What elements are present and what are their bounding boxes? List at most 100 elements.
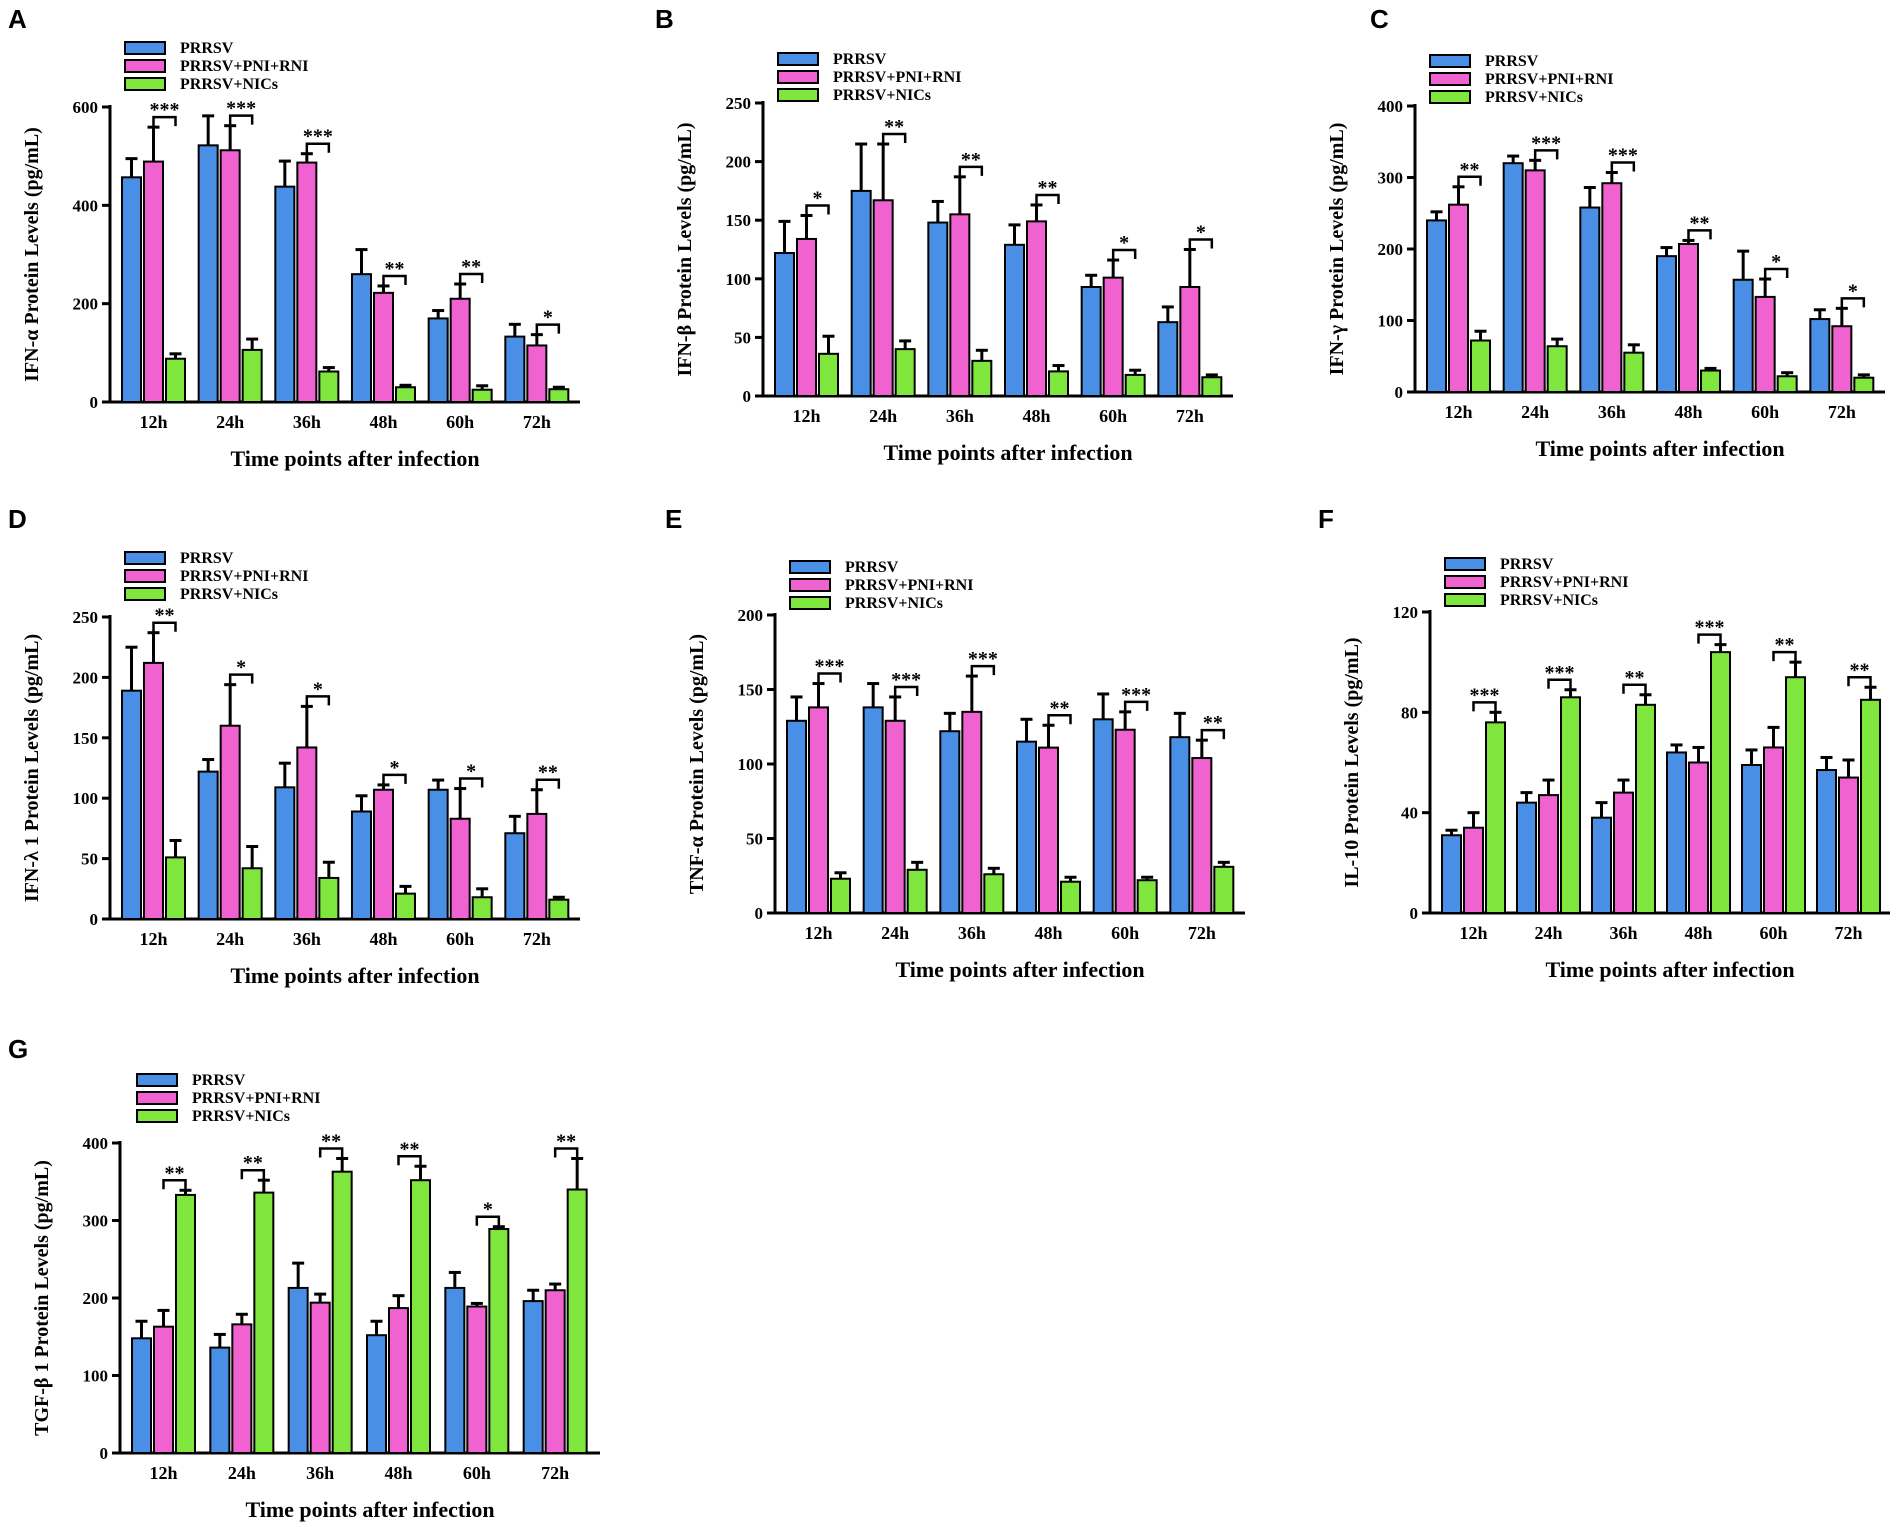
bar: [1470, 339, 1491, 393]
bar: [143, 661, 164, 920]
significance-label: **: [556, 1131, 576, 1153]
significance-label: **: [1690, 212, 1710, 234]
bar: [471, 896, 493, 920]
bar: [1026, 220, 1047, 397]
significance-bracket: [1123, 700, 1149, 711]
significance-bracket: [1457, 175, 1482, 186]
bar: [526, 812, 548, 920]
y-tick-label: 0: [1395, 383, 1404, 402]
significance-bracket: [553, 1147, 579, 1158]
significance-bracket: [458, 777, 484, 788]
legend-swatch: [777, 70, 819, 84]
significance-label: ***: [1531, 132, 1561, 154]
bar: [1591, 816, 1612, 915]
bar: [1635, 703, 1656, 915]
legend-swatch: [124, 77, 166, 91]
significance-bracket: [1763, 267, 1789, 279]
bar: [1136, 879, 1158, 914]
bar: [1448, 203, 1469, 393]
bar: [131, 1337, 152, 1455]
bar: [1754, 295, 1776, 393]
y-tick-label: 100: [83, 1367, 109, 1386]
bar: [1092, 718, 1114, 914]
x-tick-label: 60h: [1759, 923, 1787, 943]
bar: [1502, 162, 1524, 393]
legend-label: PRRSV+NICs: [845, 595, 943, 612]
bar: [796, 237, 817, 397]
x-tick-label: 36h: [958, 923, 986, 943]
legend-swatch: [1444, 575, 1486, 589]
bar: [287, 1286, 309, 1455]
y-tick-label: 100: [726, 270, 752, 289]
y-tick-label: 200: [1378, 240, 1404, 259]
bar: [197, 144, 219, 403]
significance-bracket: [382, 274, 407, 285]
bar: [1776, 375, 1798, 393]
y-tick-label: 400: [73, 196, 99, 215]
bar: [165, 357, 186, 404]
significance-bracket: [318, 1147, 344, 1158]
bar: [1700, 369, 1721, 393]
bar: [1463, 826, 1484, 915]
bar: [1666, 751, 1687, 915]
x-tick-label: 36h: [306, 1463, 334, 1483]
significance-label: *: [1848, 280, 1858, 302]
bar: [296, 746, 318, 920]
y-tick-label: 0: [90, 910, 99, 929]
significance-bracket: [1200, 728, 1226, 740]
legend-swatch: [1444, 557, 1486, 571]
bar: [774, 252, 795, 397]
bar: [1426, 219, 1447, 393]
significance-bracket: [1772, 650, 1797, 662]
legend-label: PRRSV+PNI+RNI: [180, 58, 308, 75]
bar: [175, 1193, 196, 1455]
y-axis-title: IL-10 Protein Levels (pg/mL): [1341, 637, 1363, 887]
bar: [504, 335, 526, 404]
y-axis-title: IFN-α Protein Levels (pg/mL): [21, 127, 43, 382]
significance-bracket: [1847, 676, 1872, 687]
bar: [1191, 757, 1213, 914]
x-tick-label: 60h: [1751, 402, 1779, 422]
bar: [862, 706, 884, 914]
legend-label: PRRSV+PNI+RNI: [833, 69, 961, 86]
bar: [1441, 834, 1462, 914]
significance-bracket: [893, 685, 919, 696]
y-axis-title: IFN-β Protein Levels (pg/mL): [674, 122, 696, 376]
bar: [427, 317, 449, 403]
legend-swatch: [136, 1073, 178, 1087]
y-tick-label: 250: [726, 94, 752, 113]
significance-label: *: [483, 1199, 493, 1221]
significance-bracket: [1697, 633, 1722, 644]
x-tick-label: 36h: [1609, 923, 1637, 943]
y-tick-label: 100: [73, 789, 99, 808]
significance-bracket: [1188, 238, 1214, 249]
significance-label: ***: [303, 126, 333, 148]
y-tick-label: 50: [746, 830, 763, 849]
y-tick-label: 120: [1393, 603, 1419, 622]
bar: [1080, 286, 1102, 397]
legend-swatch: [789, 578, 831, 592]
significance-label: *: [1196, 222, 1206, 244]
bar: [927, 221, 949, 397]
significance-label: **: [1203, 712, 1223, 734]
significance-label: *: [1771, 251, 1781, 273]
bar: [1831, 325, 1853, 393]
significance-bracket: [1687, 229, 1712, 240]
x-axis-title: Time points after infection: [245, 1497, 494, 1522]
significance-bracket: [1610, 161, 1636, 172]
significance-label: **: [165, 1162, 185, 1184]
bar: [1816, 769, 1837, 915]
significance-label: **: [1775, 634, 1795, 656]
legend-swatch: [124, 569, 166, 583]
significance-label: ***: [891, 669, 921, 691]
significance-label: ***: [1121, 684, 1151, 706]
bar: [165, 856, 186, 921]
bar: [949, 213, 971, 397]
bar: [1179, 286, 1201, 397]
x-tick-label: 24h: [1521, 402, 1549, 422]
bar: [1579, 206, 1601, 393]
